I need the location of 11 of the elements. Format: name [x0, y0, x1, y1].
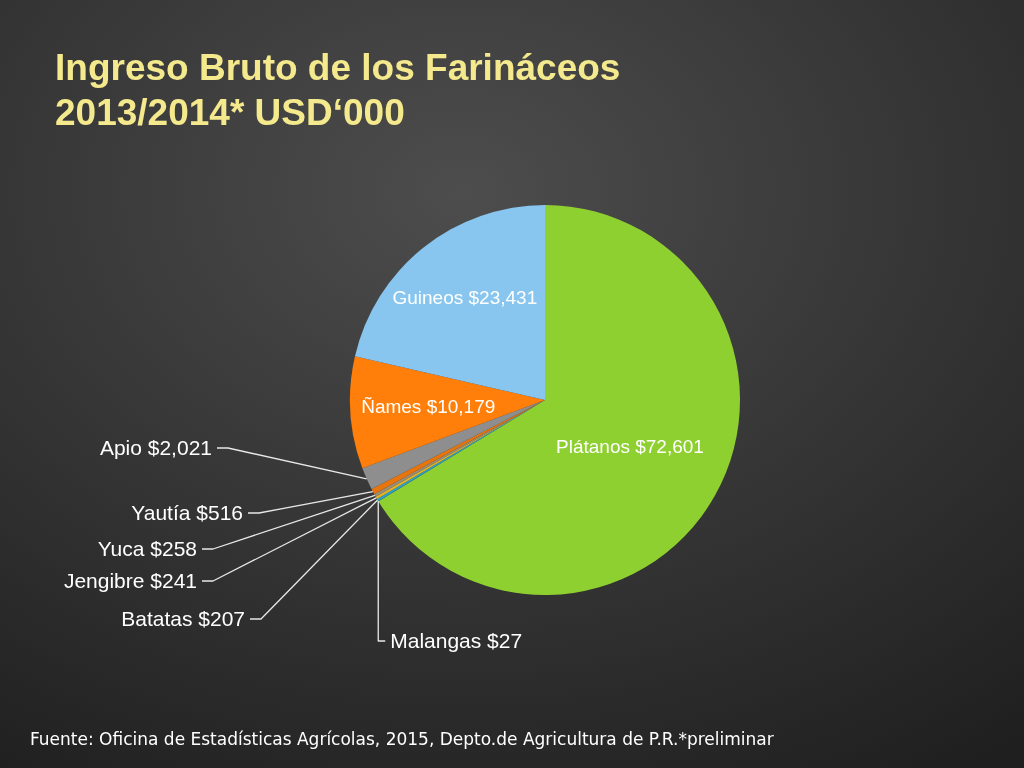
slice-label: Guineos $23,431 [392, 287, 538, 309]
slice-label: Batatas $207 [121, 607, 245, 630]
source-note: Fuente: Oficina de Estadísticas Agrícolas, 2015, Depto.de Agricultura de P.R.*preliminar [30, 729, 774, 749]
slice-label: Yuca $258 [97, 537, 197, 560]
slice-label: Yautía $516 [131, 501, 243, 524]
slice-label: Apio $2,021 [99, 436, 212, 459]
chart-title: Ingreso Bruto de los Farináceos 2013/2014* USD‘000 [55, 47, 621, 133]
slice-label: Malangas $27 [390, 629, 523, 652]
slice-label: Jengibre $241 [63, 569, 197, 592]
slice-label: Ñames $10,179 [361, 395, 496, 417]
slice-label: Plátanos $72,601 [556, 435, 704, 457]
